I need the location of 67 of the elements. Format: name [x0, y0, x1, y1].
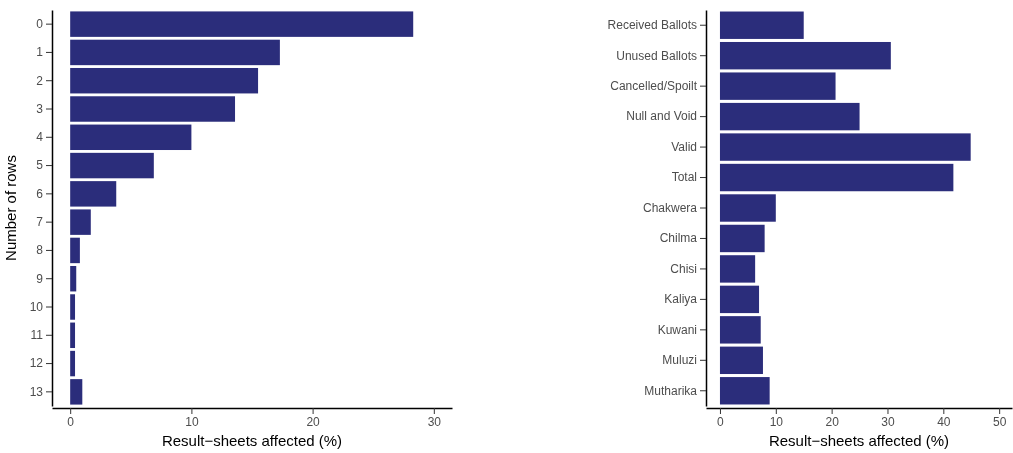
x-axis-title: Result−sheets affected (%): [161, 432, 343, 449]
bar: [70, 124, 192, 151]
y-tick-label: 11: [30, 328, 44, 343]
bar: [719, 316, 761, 344]
y-tick-label: Chilma: [659, 231, 698, 246]
bar: [70, 67, 259, 94]
x-tick-label: 20: [825, 414, 840, 429]
x-tick-label: 10: [769, 414, 784, 429]
bar: [70, 237, 80, 264]
bar: [719, 346, 763, 375]
bar: [719, 163, 954, 192]
y-tick-label: 6: [36, 186, 44, 201]
bar: [70, 39, 280, 66]
y-tick-label: Muluzi: [662, 353, 697, 368]
y-tick-label: Received Ballots: [607, 18, 697, 33]
bar: [719, 194, 776, 222]
y-axis-title: Number of rows: [2, 155, 19, 261]
bar: [719, 377, 770, 405]
x-tick-label: 0: [67, 414, 75, 429]
y-tick-label: 4: [36, 130, 44, 145]
x-tick-label: 40: [937, 414, 951, 429]
y-tick-label: 0: [36, 16, 44, 31]
x-tick-label: 30: [427, 414, 442, 429]
bar: [719, 224, 765, 253]
bar: [719, 72, 836, 100]
y-tick-label: 3: [36, 101, 44, 116]
x-tick-label: 0: [717, 414, 725, 429]
y-tick-label: 10: [29, 299, 44, 314]
y-tick-label: 1: [36, 45, 44, 60]
bar: [719, 255, 756, 283]
bar: [70, 322, 76, 349]
y-tick-label: Kuwani: [657, 322, 697, 337]
y-tick-label: Mutharika: [644, 383, 698, 398]
bar: [719, 102, 860, 131]
y-tick-label: 2: [36, 73, 44, 88]
bar: [719, 41, 891, 70]
y-tick-label: Null and Void: [626, 109, 697, 124]
x-tick-label: 20: [306, 414, 321, 429]
y-tick-label: 13: [29, 384, 44, 399]
bar: [70, 294, 76, 320]
bar: [70, 152, 154, 179]
y-tick-label: 5: [36, 158, 44, 173]
y-tick-label: 9: [36, 271, 44, 286]
y-tick-label: Cancelled/Spoilt: [610, 78, 698, 93]
y-tick-label: 12: [29, 356, 44, 371]
bar: [70, 11, 414, 37]
y-tick-label: Chisi: [670, 261, 697, 276]
x-tick-label: 50: [992, 414, 1007, 429]
x-tick-label: 10: [185, 414, 199, 429]
y-tick-label: Unused Ballots: [616, 48, 697, 63]
bar: [70, 209, 91, 235]
bar: [70, 379, 83, 405]
y-tick-label: Total: [671, 170, 697, 185]
bar: [719, 285, 760, 314]
y-tick-label: Chakwera: [642, 200, 698, 215]
x-tick-label: 30: [881, 414, 895, 429]
y-tick-label: 7: [36, 214, 44, 229]
x-axis-title: Result−sheets affected (%): [768, 432, 950, 449]
bar: [70, 265, 77, 292]
bar: [70, 181, 117, 207]
y-tick-label: Valid: [671, 139, 697, 154]
y-tick-label: Kaliya: [664, 292, 698, 307]
bar: [70, 96, 236, 122]
bar: [719, 133, 971, 161]
y-tick-label: 8: [36, 243, 44, 258]
bar: [70, 350, 76, 377]
bar: [719, 11, 804, 39]
